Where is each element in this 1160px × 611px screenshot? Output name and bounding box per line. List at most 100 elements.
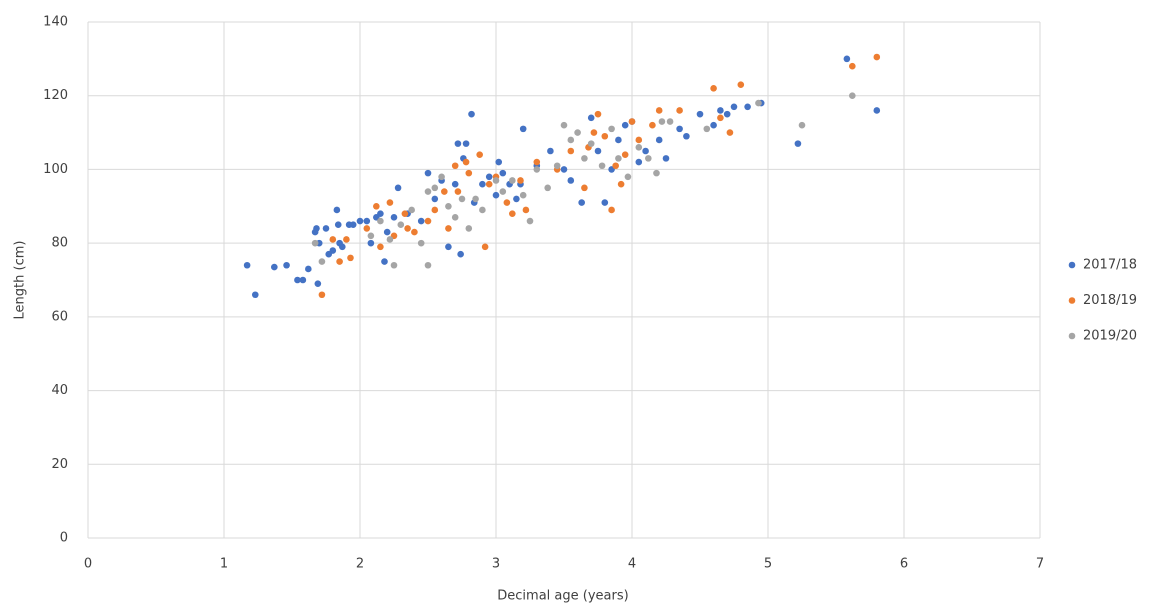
point (394, 184, 402, 192)
point (517, 177, 524, 184)
point (710, 85, 717, 92)
point (318, 291, 326, 299)
point (465, 169, 473, 177)
point (431, 195, 439, 203)
point (615, 155, 622, 162)
point (655, 107, 663, 114)
point (849, 92, 856, 100)
x-tick-label: 0 (84, 557, 92, 572)
point (363, 217, 371, 225)
point (294, 276, 301, 284)
point (578, 199, 585, 206)
point (499, 188, 507, 195)
point (476, 151, 483, 158)
point (386, 236, 394, 243)
point (621, 121, 629, 129)
point (318, 258, 326, 265)
point (383, 228, 391, 236)
point (411, 228, 418, 236)
point (356, 217, 364, 225)
legend-marker (1068, 297, 1076, 304)
point (744, 103, 751, 111)
point (462, 158, 470, 166)
point (710, 121, 717, 129)
x-tick-label: 5 (764, 557, 772, 572)
point (299, 276, 307, 284)
point (431, 206, 439, 214)
point (717, 114, 724, 122)
point (479, 180, 486, 188)
point (503, 199, 511, 206)
point (526, 217, 534, 225)
point (635, 158, 643, 166)
point (283, 261, 290, 269)
point (574, 129, 581, 136)
point (311, 239, 319, 247)
point (373, 202, 380, 210)
point (313, 225, 320, 232)
point (635, 136, 643, 144)
point (676, 125, 683, 133)
y-tick-label: 20 (51, 457, 68, 472)
point (381, 258, 388, 265)
point (522, 206, 530, 214)
point (513, 195, 520, 203)
legend-label: 2017/18 (1083, 258, 1137, 273)
point (581, 155, 588, 162)
point (377, 243, 384, 251)
point (401, 210, 409, 217)
point (458, 195, 466, 203)
x-tick-label: 6 (900, 557, 908, 572)
point (696, 110, 704, 118)
point (445, 225, 452, 232)
point (544, 184, 551, 192)
y-tick-label: 120 (43, 88, 68, 103)
point (454, 140, 462, 147)
point (445, 202, 452, 210)
point (462, 140, 470, 147)
point (386, 199, 394, 206)
point (377, 210, 384, 217)
point (533, 166, 541, 173)
point (367, 232, 375, 240)
legend-label: 2018/19 (1083, 293, 1137, 308)
point (305, 265, 312, 273)
point (553, 162, 561, 170)
point (445, 243, 452, 251)
point (662, 155, 670, 162)
point (499, 169, 507, 177)
point (567, 147, 575, 155)
point (645, 155, 652, 162)
x-tick-label: 3 (492, 557, 500, 572)
x-tick-label: 2 (356, 557, 364, 572)
point (390, 214, 398, 221)
point (653, 169, 660, 177)
legend-marker (1068, 332, 1076, 340)
point (451, 180, 459, 188)
point (329, 247, 337, 254)
point (615, 136, 622, 144)
point (730, 103, 738, 111)
point (251, 291, 259, 299)
point (601, 132, 609, 140)
point (314, 280, 322, 287)
point (243, 261, 251, 269)
point (485, 173, 493, 181)
point (624, 173, 632, 181)
point (495, 158, 503, 166)
point (417, 217, 425, 225)
point (560, 166, 568, 173)
point (658, 118, 666, 125)
point (635, 144, 643, 151)
point (454, 188, 462, 195)
point (349, 221, 357, 229)
point (451, 214, 459, 221)
point (408, 206, 415, 214)
y-tick-label: 140 (43, 15, 68, 30)
point (404, 225, 411, 232)
point (334, 221, 342, 229)
point (431, 184, 439, 192)
point (601, 199, 609, 206)
point (333, 206, 341, 214)
